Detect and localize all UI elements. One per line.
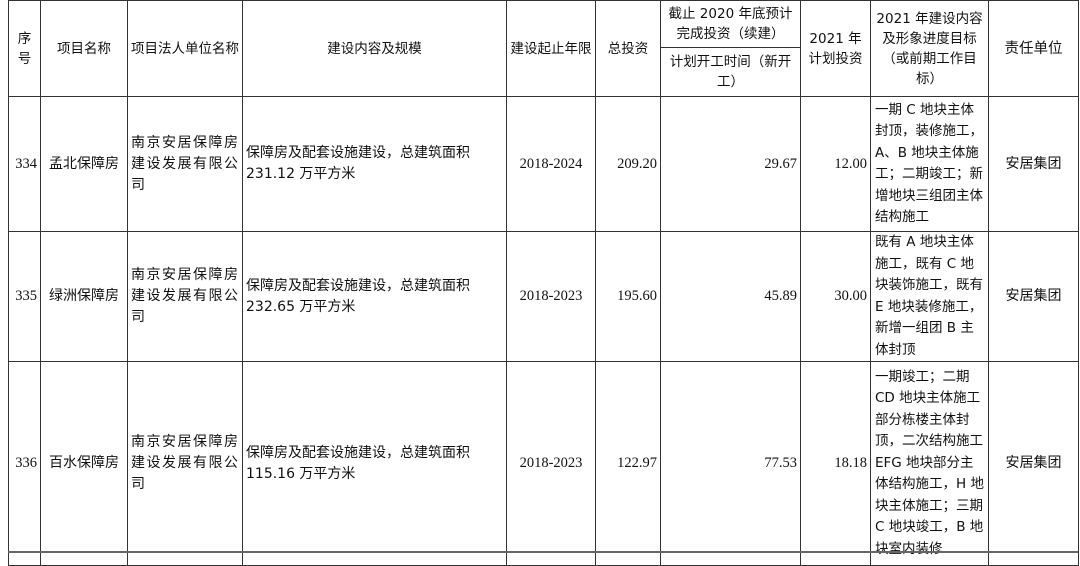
table-row: 334 孟北保障房 南京安居保障房建设发展有限公司 保障房及配套设施建设，总建筑… (8, 96, 1079, 232)
cell-scope: 保障房及配套设施建设，总建筑面积 115.16 万平方米 (242, 361, 507, 566)
cell-name: 绿洲保障房 (40, 231, 128, 362)
cell-cumulative: 45.89 (660, 231, 801, 362)
cell-owner: 南京安居保障房建设发展有限公司 (127, 361, 243, 566)
header-unit: 责任单位 (988, 0, 1079, 97)
header-progress: 2021 年建设内容及形象进度目标（或前期工作目标） (870, 0, 989, 97)
cell-total: 195.60 (595, 231, 661, 362)
cell-plan-2021: 12.00 (800, 96, 871, 232)
header-row: 序号 项目名称 项目法人单位名称 建设内容及规模 建设起止年限 总投资 截止 2… (8, 0, 1079, 97)
header-plan-2021: 2021 年计划投资 (800, 0, 871, 97)
cell-plan-2021: 30.00 (800, 231, 871, 362)
cell-progress: 既有 A 地块主体施工，既有 C 地块装饰施工，既有 E 地块装修施工，新增一组… (870, 231, 989, 362)
header-start-time: 计划开工时间（新开工） (660, 47, 801, 97)
table-bottom-rule (8, 551, 1078, 553)
cell-unit: 安居集团 (988, 361, 1079, 566)
table-row: 335 绿洲保障房 南京安居保障房建设发展有限公司 保障房及配套设施建设，总建筑… (8, 231, 1079, 362)
cell-period: 2018-2023 (506, 231, 596, 362)
cell-total: 122.97 (595, 361, 661, 566)
header-seq: 序号 (8, 0, 41, 97)
cell-seq: 334 (8, 96, 41, 232)
cell-progress: 一期 C 地块主体封顶，装修施工，A、B 地块主体施工；二期竣工；新增地块三组团… (870, 96, 989, 232)
cell-name: 百水保障房 (40, 361, 128, 566)
header-name: 项目名称 (40, 0, 128, 97)
header-period: 建设起止年限 (506, 0, 596, 97)
header-total: 总投资 (595, 0, 661, 97)
header-scope: 建设内容及规模 (242, 0, 507, 97)
cell-period: 2018-2024 (506, 96, 596, 232)
cell-cumulative: 77.53 (660, 361, 801, 566)
header-cumulative: 截止 2020 年底预计完成投资（续建） (660, 0, 801, 48)
cell-unit: 安居集团 (988, 231, 1079, 362)
project-table: 序号 项目名称 项目法人单位名称 建设内容及规模 建设起止年限 总投资 截止 2… (8, 0, 1079, 566)
cell-name: 孟北保障房 (40, 96, 128, 232)
cell-unit: 安居集团 (988, 96, 1079, 232)
header-owner: 项目法人单位名称 (127, 0, 243, 97)
cell-period: 2018-2023 (506, 361, 596, 566)
header-subrow: 计划开工时间（新开工） (9, 47, 1079, 97)
cell-seq: 336 (8, 361, 41, 566)
cell-owner: 南京安居保障房建设发展有限公司 (127, 231, 243, 362)
cell-seq: 335 (8, 231, 41, 362)
cell-scope: 保障房及配套设施建设，总建筑面积 231.12 万平方米 (242, 96, 507, 232)
cell-plan-2021: 18.18 (800, 361, 871, 566)
table-row: 336 百水保障房 南京安居保障房建设发展有限公司 保障房及配套设施建设，总建筑… (8, 361, 1079, 566)
cell-owner: 南京安居保障房建设发展有限公司 (127, 96, 243, 232)
cell-progress: 一期竣工；二期 CD 地块主体施工部分栋楼主体封顶，二次结构施工 EFG 地块部… (870, 361, 989, 566)
cell-scope: 保障房及配套设施建设，总建筑面积 232.65 万平方米 (242, 231, 507, 362)
cell-total: 209.20 (595, 96, 661, 232)
cell-cumulative: 29.67 (660, 96, 801, 232)
